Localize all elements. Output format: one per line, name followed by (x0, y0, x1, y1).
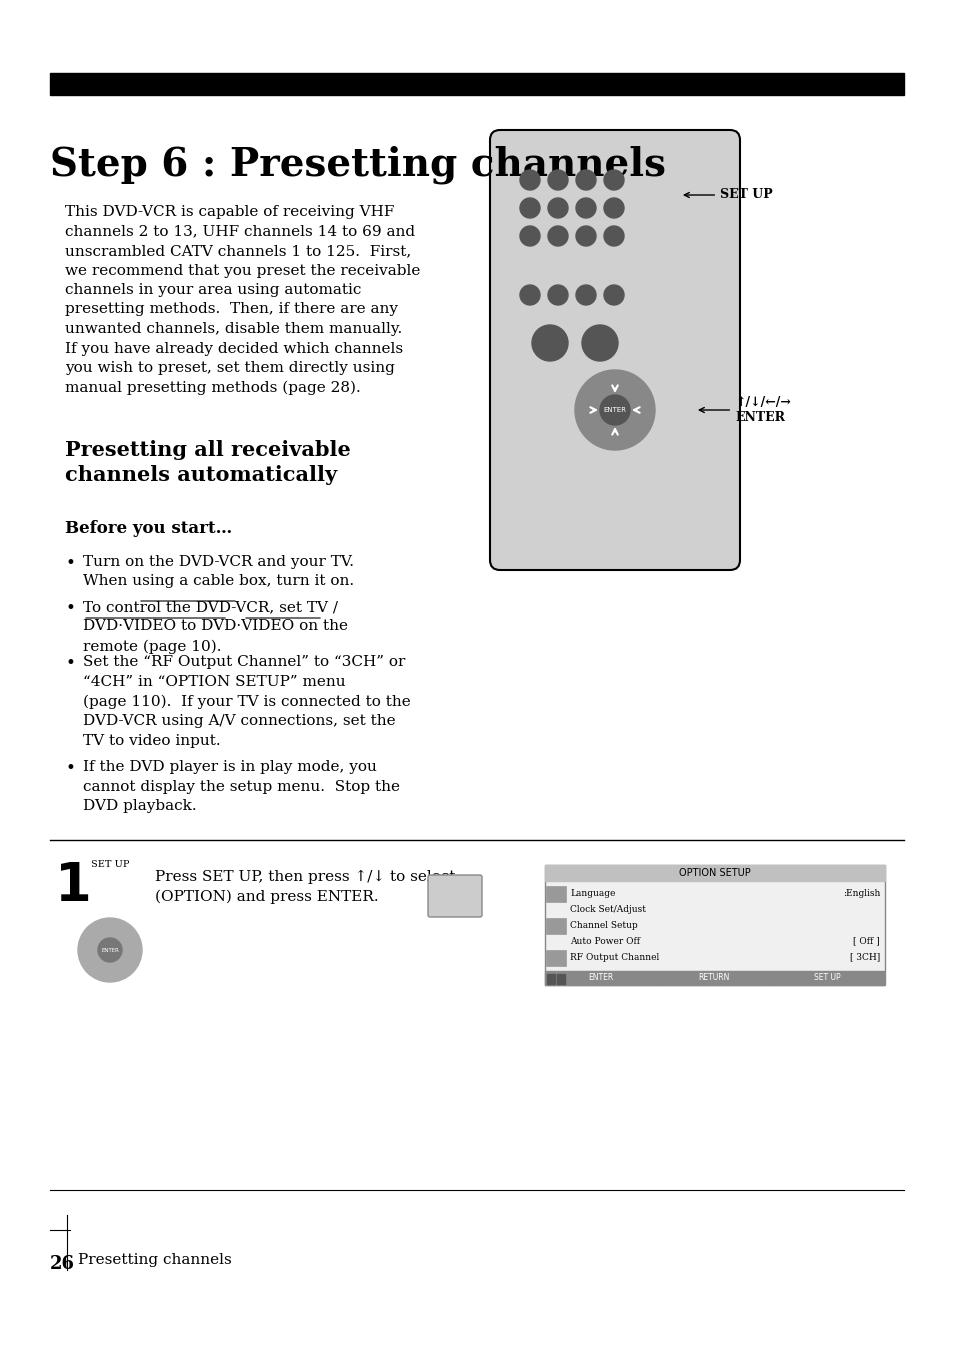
FancyBboxPatch shape (490, 130, 740, 571)
Circle shape (98, 938, 122, 963)
Text: ENTER: ENTER (603, 407, 626, 412)
Circle shape (547, 197, 567, 218)
Text: OPTION SETUP: OPTION SETUP (679, 868, 750, 877)
Text: Auto Power Off: Auto Power Off (569, 937, 639, 945)
Text: ↑/↓/←/→
ENTER: ↑/↓/←/→ ENTER (699, 396, 790, 425)
Text: SET UP: SET UP (683, 188, 772, 201)
Circle shape (603, 285, 623, 306)
Text: SET UP: SET UP (813, 973, 840, 983)
Text: Turn on the DVD-VCR and your TV.
When using a cable box, turn it on.: Turn on the DVD-VCR and your TV. When us… (83, 556, 354, 588)
Text: 26: 26 (50, 1255, 75, 1274)
Bar (544, 971, 658, 986)
Text: To control the DVD-VCR, set TV /
DVD·VIDEO to DVD·VIDEO on the
remote (page 10).: To control the DVD-VCR, set TV / DVD·VID… (83, 600, 348, 653)
Circle shape (547, 170, 567, 191)
Text: •: • (65, 760, 74, 777)
FancyBboxPatch shape (428, 875, 481, 917)
Circle shape (575, 370, 655, 450)
Circle shape (547, 226, 567, 246)
Circle shape (603, 170, 623, 191)
Text: SET UP: SET UP (91, 860, 129, 869)
Circle shape (576, 197, 596, 218)
Text: Clock Set/Adjust: Clock Set/Adjust (569, 904, 645, 914)
Circle shape (519, 226, 539, 246)
Text: If the DVD player is in play mode, you
cannot display the setup menu.  Stop the
: If the DVD player is in play mode, you c… (83, 760, 399, 813)
Bar (544, 865, 884, 882)
Text: RETURN: RETURN (698, 973, 729, 983)
Circle shape (519, 170, 539, 191)
Circle shape (547, 285, 567, 306)
Circle shape (599, 395, 629, 425)
FancyBboxPatch shape (545, 950, 565, 965)
Text: Presetting all receivable
channels automatically: Presetting all receivable channels autom… (65, 439, 351, 485)
Circle shape (581, 324, 618, 361)
FancyBboxPatch shape (544, 865, 884, 986)
Bar (50, 73, 903, 95)
Text: •: • (65, 654, 74, 672)
Text: Step 6 : Presetting channels: Step 6 : Presetting channels (50, 145, 665, 184)
Text: ENTER: ENTER (101, 948, 119, 953)
FancyBboxPatch shape (545, 918, 565, 934)
Bar (658, 971, 770, 986)
Circle shape (576, 226, 596, 246)
Text: Before you start…: Before you start… (65, 521, 232, 537)
Text: Language: Language (569, 888, 615, 898)
Circle shape (576, 170, 596, 191)
Text: Presetting channels: Presetting channels (78, 1253, 232, 1267)
Bar (546, 973, 555, 984)
Circle shape (576, 285, 596, 306)
Text: 1: 1 (55, 860, 91, 913)
Text: [ 3CH]: [ 3CH] (849, 953, 879, 961)
Text: ENTER: ENTER (588, 973, 613, 983)
Bar (557, 973, 564, 984)
Circle shape (532, 324, 567, 361)
Circle shape (603, 197, 623, 218)
Text: [ Off ]: [ Off ] (853, 937, 879, 945)
Circle shape (78, 918, 142, 982)
Text: RF Output Channel: RF Output Channel (569, 953, 659, 961)
Bar (770, 971, 883, 986)
Text: :English: :English (841, 888, 879, 898)
FancyBboxPatch shape (545, 886, 565, 902)
Text: Press SET UP, then press ↑/↓ to select
(OPTION) and press ENTER.: Press SET UP, then press ↑/↓ to select (… (154, 869, 455, 904)
Circle shape (91, 872, 128, 909)
Text: Set the “RF Output Channel” to “3CH” or
“4CH” in “OPTION SETUP” menu
(page 110).: Set the “RF Output Channel” to “3CH” or … (83, 654, 411, 748)
Text: •: • (65, 556, 74, 572)
Text: •: • (65, 600, 74, 617)
Circle shape (603, 226, 623, 246)
Circle shape (519, 197, 539, 218)
Text: This DVD-VCR is capable of receiving VHF
channels 2 to 13, UHF channels 14 to 69: This DVD-VCR is capable of receiving VHF… (65, 206, 420, 395)
Text: Channel Setup: Channel Setup (569, 921, 638, 930)
Circle shape (519, 285, 539, 306)
